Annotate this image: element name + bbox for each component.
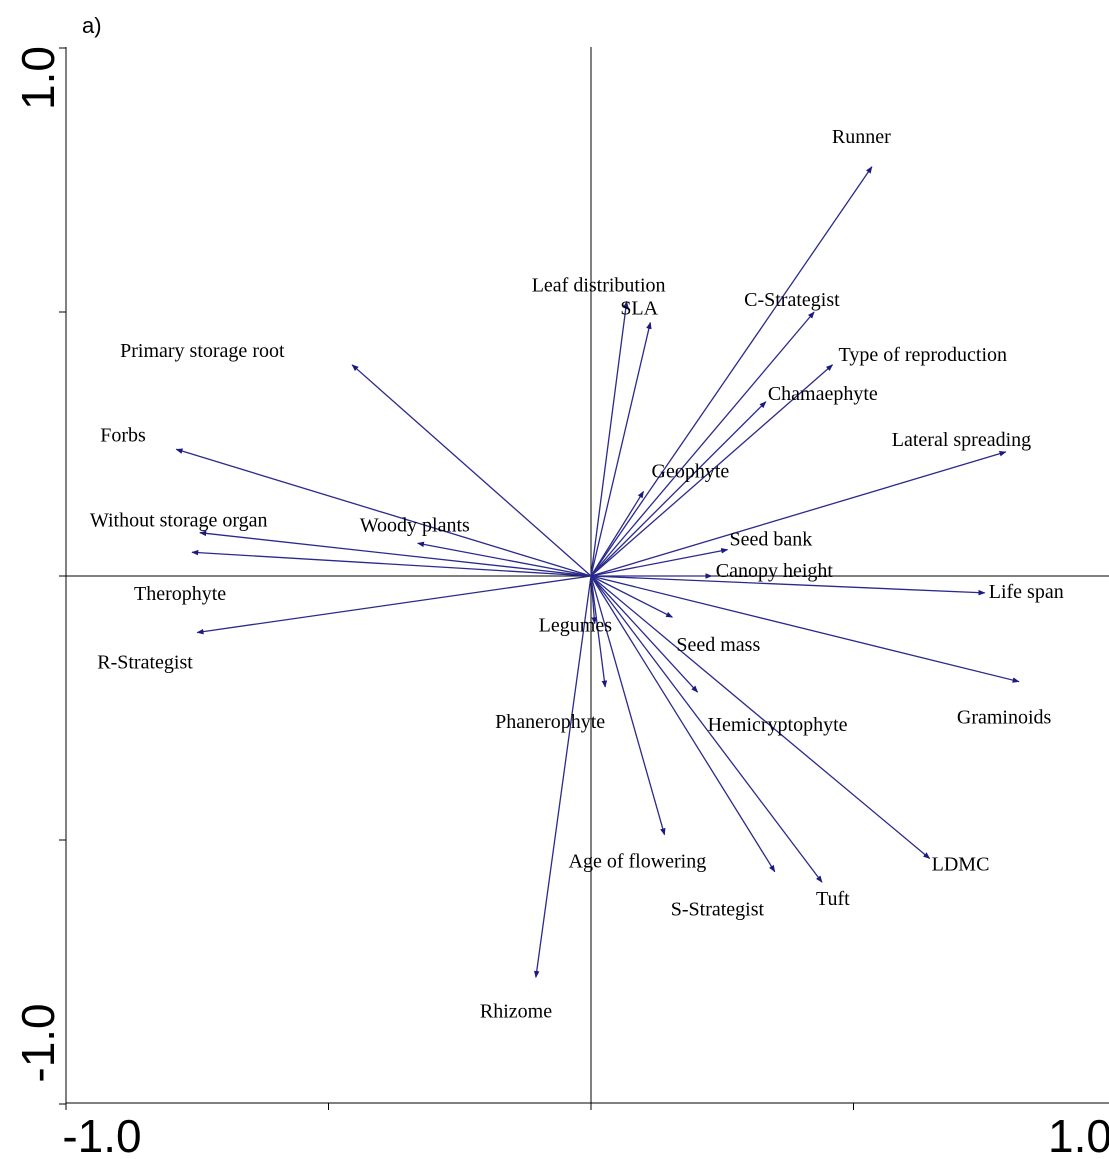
- vector-arrow-therophyte: [191, 549, 592, 577]
- vector-label-woody-plants: Woody plants: [360, 514, 470, 536]
- vector-label-age-of-flowering: Age of flowering: [569, 851, 707, 873]
- vector-arrow-type-of-reproduction: [590, 364, 834, 577]
- vector-arrow-seed-mass: [590, 575, 673, 618]
- vector-arrow-r-strategist: [196, 575, 592, 635]
- vector-arrow-s-strategist: [590, 575, 776, 873]
- vector-arrow-phanerophyte: [590, 575, 608, 688]
- vector-arrow-lateral-spreading: [590, 451, 1007, 577]
- vector-label-without-storage-organ: Without storage organ: [90, 510, 268, 532]
- x-tick-label-right: 1.0: [1048, 1110, 1109, 1159]
- vector-label-c-strategist: C-Strategist: [744, 289, 840, 311]
- vector-label-r-strategist: R-Strategist: [97, 651, 193, 673]
- vector-label-primary-storage-root: Primary storage root: [120, 340, 285, 362]
- vector-label-sla: SLA: [620, 298, 658, 320]
- vector-label-phanerophyte: Phanerophyte: [495, 711, 605, 733]
- vector-arrow-tuft: [590, 575, 823, 883]
- vector-arrow-primary-storage-root: [351, 364, 592, 577]
- y-tick-label-bottom: -1.0: [12, 1003, 64, 1082]
- vector-arrow-hemicryptophyte: [590, 575, 699, 693]
- vector-arrow-geophyte: [590, 490, 645, 577]
- vector-label-chamaephyte: Chamaephyte: [768, 383, 878, 405]
- vector-label-hemicryptophyte: Hemicryptophyte: [708, 714, 848, 736]
- vector-label-s-strategist: S-Strategist: [671, 899, 765, 921]
- vector-label-forbs: Forbs: [100, 424, 146, 446]
- vector-arrow-runner: [590, 166, 873, 577]
- vector-arrow-woody-plants: [417, 541, 592, 577]
- vector-arrow-chamaephyte: [590, 401, 767, 577]
- vector-arrow-without-storage-organ: [199, 530, 592, 577]
- vector-label-leaf-distribution: Leaf distribution: [532, 274, 666, 296]
- vector-arrow-life-span: [590, 575, 986, 596]
- vector-label-graminoids: Graminoids: [957, 707, 1052, 729]
- panel-label: a): [82, 13, 102, 38]
- vector-label-runner: Runner: [832, 126, 891, 148]
- y-tick-label-top: 1.0: [12, 46, 64, 110]
- vector-label-rhizome: Rhizome: [480, 1000, 552, 1022]
- trait-vectors: [175, 166, 1020, 978]
- vector-arrow-age-of-flowering: [590, 575, 666, 836]
- vector-label-geophyte: Geophyte: [652, 461, 730, 483]
- vector-label-type-of-reproduction: Type of reproduction: [839, 344, 1008, 366]
- vector-arrow-sla: [590, 321, 652, 577]
- vector-label-seed-bank: Seed bank: [730, 529, 813, 551]
- vector-arrow-seed-bank: [590, 548, 729, 577]
- vector-arrow-c-strategist: [590, 311, 815, 577]
- vector-arrow-rhizome: [533, 575, 592, 978]
- vector-label-therophyte: Therophyte: [134, 583, 226, 605]
- vector-label-canopy-height: Canopy height: [716, 560, 834, 582]
- vector-label-ldmc: LDMC: [932, 853, 990, 875]
- vector-label-lateral-spreading: Lateral spreading: [892, 429, 1031, 451]
- vector-label-tuft: Tuft: [816, 888, 850, 910]
- vector-label-seed-mass: Seed mass: [676, 634, 760, 656]
- vector-label-legumes: Legumes: [539, 615, 613, 637]
- axis-ticks: [59, 47, 854, 1110]
- vector-label-life-span: Life span: [989, 581, 1064, 603]
- vector-arrow-graminoids: [590, 575, 1020, 683]
- vector-arrow-forbs: [175, 448, 592, 577]
- vector-arrow-ldmc: [590, 575, 931, 859]
- vector-arrow-leaf-distribution: [590, 300, 629, 577]
- x-tick-label-left: -1.0: [62, 1110, 141, 1159]
